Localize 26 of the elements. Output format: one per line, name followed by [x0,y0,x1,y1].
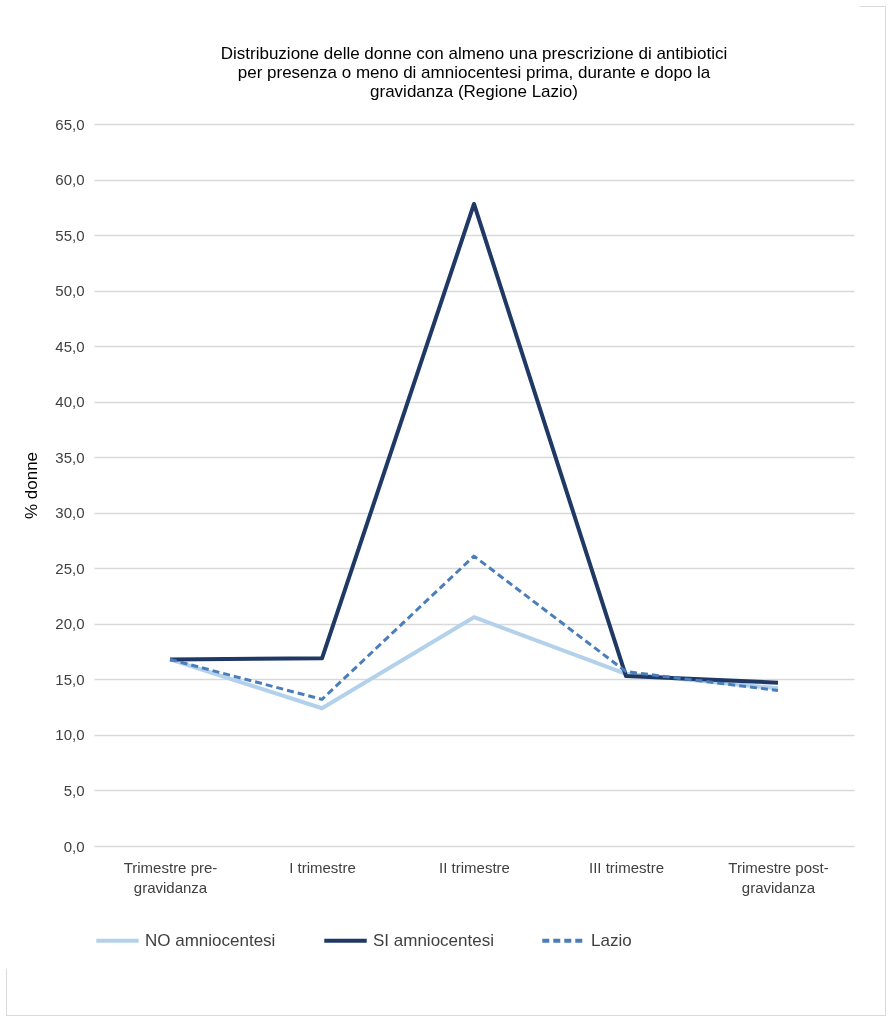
y-axis-title: % donne [22,451,42,520]
y-tick-label: 30,0 [55,504,85,522]
y-tick-label: 55,0 [55,226,85,244]
line-series [168,201,780,685]
y-tick-label: 0,0 [63,837,85,855]
y-tick-label: 60,0 [55,171,85,189]
y-tick-label: 65,0 [55,115,85,133]
x-tick-label: Trimestre pre-gravidanza [123,858,218,896]
legend-label: Lazio [591,930,632,950]
legend-label: NO amniocentesi [145,930,276,950]
y-tick-label: 20,0 [55,615,85,633]
x-tick-label: II trimestre [439,858,510,876]
y-tick-label: 45,0 [55,337,85,355]
x-tick-label: I trimestre [289,858,356,876]
y-tick-label: 5,0 [63,781,85,799]
x-tick-label: III trimestre [588,858,665,876]
y-tick-label: 25,0 [55,559,85,577]
legend-label: SI amniocentesi [373,930,494,950]
chart-title: Distribuzione delle donne con almeno una prescrizione di antibiotici per presenza o meno di amniocentesi prima, durante e dopo la gravidanza (Regione Lazio) [220,44,728,101]
line-series [168,554,780,701]
x-tick-label: Trimestre post-gravidanza [728,858,829,896]
y-tick-label: 15,0 [55,670,85,688]
y-tick-label: 10,0 [55,726,85,744]
y-tick-label: 40,0 [55,393,85,411]
y-tick-label: 50,0 [55,282,85,300]
y-tick-label: 35,0 [55,448,85,466]
